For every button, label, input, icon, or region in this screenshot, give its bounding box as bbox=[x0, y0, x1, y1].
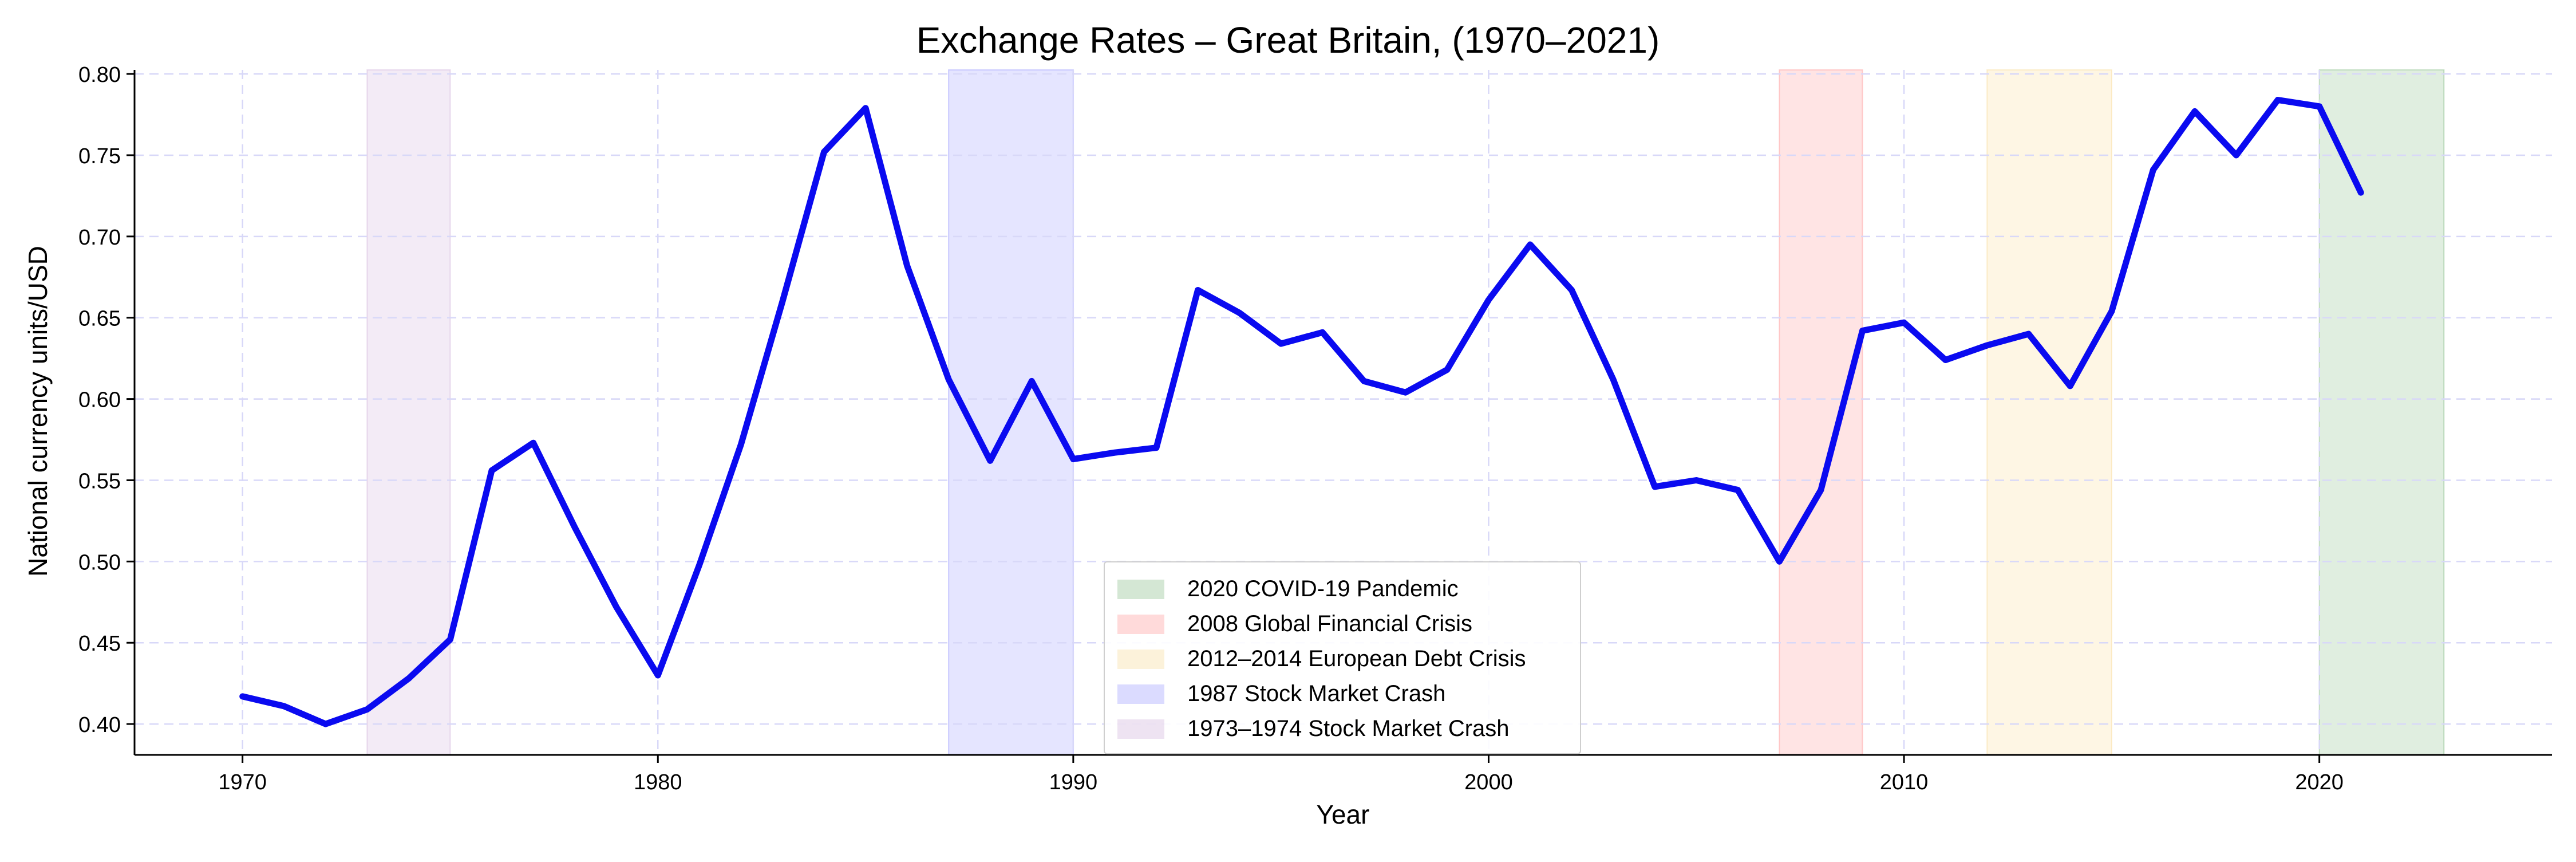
legend-item-0: 2020 COVID-19 Pandemic bbox=[1117, 572, 1567, 607]
x-tick-label-4: 2010 bbox=[1880, 770, 1929, 794]
shaded-period-0 bbox=[2318, 69, 2445, 755]
x-tick-label-1: 1980 bbox=[634, 770, 682, 794]
y-tick-label-5: 0.65 bbox=[78, 307, 121, 331]
y-tick-label-6: 0.70 bbox=[78, 226, 121, 250]
y-tick-label-7: 0.75 bbox=[78, 144, 121, 168]
y-axis-label: National currency units/USD bbox=[23, 246, 53, 577]
legend-item-2: 2012–2014 European Debt Crisis bbox=[1117, 641, 1567, 676]
legend-swatch-3 bbox=[1117, 684, 1164, 704]
chart-title: Exchange Rates – Great Britain, (1970–20… bbox=[916, 19, 1660, 61]
shaded-period-4 bbox=[366, 69, 451, 755]
x-axis-label: Year bbox=[1317, 800, 1370, 829]
shaded-period-2 bbox=[1986, 69, 2112, 755]
legend-swatch-4 bbox=[1117, 719, 1164, 739]
x-tick-label-0: 1970 bbox=[218, 770, 267, 794]
legend-label-3: 1987 Stock Market Crash bbox=[1187, 681, 1446, 706]
legend-item-1: 2008 Global Financial Crisis bbox=[1117, 607, 1567, 641]
y-tick-label-2: 0.50 bbox=[78, 550, 121, 574]
legend-label-1: 2008 Global Financial Crisis bbox=[1187, 611, 1473, 636]
x-tick-label-3: 2000 bbox=[1464, 770, 1513, 794]
shaded-period-3 bbox=[948, 69, 1074, 755]
y-tick-label-1: 0.45 bbox=[78, 632, 121, 656]
legend-label-2: 2012–2014 European Debt Crisis bbox=[1187, 646, 1526, 671]
y-tick-label-3: 0.55 bbox=[78, 469, 121, 493]
legend-swatch-1 bbox=[1117, 614, 1164, 634]
shaded-period-1 bbox=[1779, 69, 1863, 755]
y-tick-label-0: 0.40 bbox=[78, 713, 121, 737]
y-tick-label-8: 0.80 bbox=[78, 63, 121, 87]
legend-item-3: 1987 Stock Market Crash bbox=[1117, 676, 1567, 711]
x-tick-label-2: 1990 bbox=[1049, 770, 1098, 794]
legend-label-0: 2020 COVID-19 Pandemic bbox=[1187, 576, 1459, 601]
y-tick-label-4: 0.60 bbox=[78, 388, 121, 412]
legend-label-4: 1973–1974 Stock Market Crash bbox=[1187, 716, 1510, 741]
x-tick-label-5: 2020 bbox=[2295, 770, 2344, 794]
chart-legend: 2020 COVID-19 Pandemic 2008 Global Financ… bbox=[1104, 561, 1581, 754]
series-line bbox=[239, 97, 2364, 727]
legend-swatch-0 bbox=[1117, 579, 1164, 599]
legend-item-4: 1973–1974 Stock Market Crash bbox=[1117, 711, 1567, 746]
legend-swatch-2 bbox=[1117, 649, 1164, 669]
